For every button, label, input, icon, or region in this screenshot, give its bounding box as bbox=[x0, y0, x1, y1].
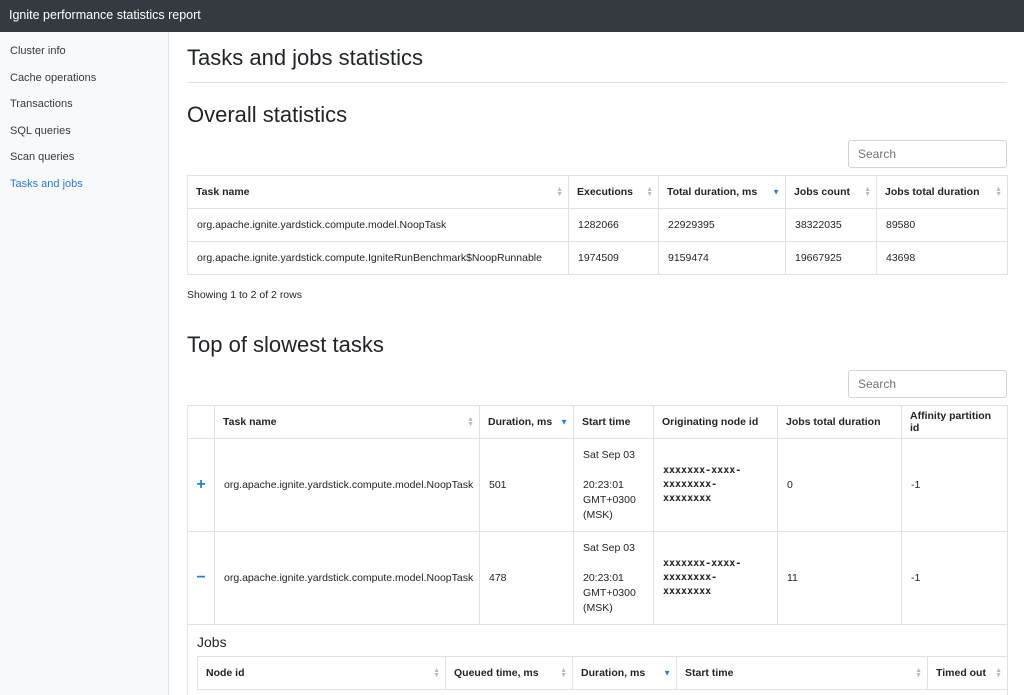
collapse-row-icon[interactable]: − bbox=[187, 531, 215, 625]
top-navbar: Ignite performance statistics report bbox=[0, 0, 1024, 32]
node-id-part: xxxxxxxx bbox=[663, 493, 712, 504]
start-zone-name: (MSK) bbox=[583, 508, 613, 521]
jobs-heading: Jobs bbox=[197, 634, 227, 650]
node-id-part: xxxxxxxx- bbox=[663, 572, 718, 583]
sort-icon: ▲ ▼ bbox=[560, 667, 567, 679]
column-header-originating-node-id[interactable]: Originating node id bbox=[653, 405, 778, 439]
sort-icon: ▲ ▼ bbox=[433, 667, 440, 679]
sidebar-item-sql-queries[interactable]: SQL queries bbox=[10, 125, 71, 137]
column-header-start-time[interactable]: Start time bbox=[573, 405, 654, 439]
jobs-total-duration-cell: 43698 bbox=[876, 241, 1008, 275]
executions-cell: 1282066 bbox=[568, 208, 659, 242]
jobs-total-duration-cell: 0 bbox=[777, 438, 902, 532]
task-name-cell: org.apache.ignite.yardstick.compute.mode… bbox=[214, 531, 480, 625]
sort-icon: ▲ ▼ bbox=[995, 186, 1002, 198]
column-header-affinity-partition-id[interactable]: Affinity partition id bbox=[901, 405, 1008, 439]
sort-icon: ▲ ▼ bbox=[864, 186, 871, 198]
overall-statistics-heading: Overall statistics bbox=[187, 102, 348, 127]
originating-node-id-cell: xxxxxxx-xxxx- xxxxxxxx- xxxxxxxx bbox=[653, 531, 778, 625]
column-header-task-name[interactable]: Task name ▲ ▼ bbox=[214, 405, 480, 439]
node-id-part: xxxxxxxx bbox=[663, 586, 712, 597]
affinity-partition-id-cell: -1 bbox=[901, 531, 1008, 625]
originating-node-id-cell: xxxxxxx-xxxx- xxxxxxxx- xxxxxxxx bbox=[653, 438, 778, 532]
sort-icon: ▲ ▼ bbox=[646, 186, 653, 198]
affinity-partition-id-cell: -1 bbox=[901, 438, 1008, 532]
start-date: Sat Sep 03 bbox=[583, 541, 635, 554]
duration-cell: 501 bbox=[479, 438, 574, 532]
overall-search-input[interactable] bbox=[848, 140, 1007, 168]
column-header-task-name[interactable]: Task name ▲ ▼ bbox=[187, 175, 569, 209]
slowest-search-input[interactable] bbox=[848, 370, 1007, 398]
start-clock: 20:23:01 bbox=[583, 571, 624, 584]
jobs-total-duration-cell: 89580 bbox=[876, 208, 1008, 242]
column-header-jobs-count[interactable]: Jobs count ▲ ▼ bbox=[785, 175, 877, 209]
expand-row-icon[interactable]: + bbox=[187, 438, 215, 532]
table-row: + org.apache.ignite.yardstick.compute.mo… bbox=[187, 438, 1008, 532]
table-row: org.apache.ignite.yardstick.compute.mode… bbox=[187, 208, 1008, 242]
start-zone: GMT+0300 bbox=[583, 586, 636, 599]
total-duration-cell: 9159474 bbox=[658, 241, 786, 275]
sidebar: Cluster info Cache operations Transactio… bbox=[0, 32, 169, 695]
page-title: Tasks and jobs statistics bbox=[187, 45, 423, 70]
column-header-executions[interactable]: Executions ▲ ▼ bbox=[568, 175, 659, 209]
node-id-part: xxxxxxx-xxxx- bbox=[663, 465, 742, 476]
sidebar-item-cache-operations[interactable]: Cache operations bbox=[10, 72, 97, 84]
sort-icon: ▲ ▼ bbox=[995, 667, 1002, 679]
sort-desc-icon: ▼ bbox=[560, 417, 568, 427]
jobs-total-duration-cell: 11 bbox=[777, 531, 902, 625]
pagination-summary: Showing 1 to 2 of 2 rows bbox=[187, 289, 302, 301]
slowest-tasks-heading: Top of slowest tasks bbox=[187, 332, 384, 357]
table-header-row: Task name ▲ ▼ Duration, ms ▼ Start time Ori… bbox=[187, 405, 1008, 439]
column-header-node-id[interactable]: Node id ▲ ▼ bbox=[197, 656, 446, 690]
start-time-cell: Sat Sep 03 20:23:01 GMT+0300 (MSK) bbox=[573, 438, 654, 532]
main-content: Tasks and jobs statistics Overall statis… bbox=[187, 32, 1008, 695]
column-header-queued-time[interactable]: Queued time, ms ▲ ▼ bbox=[445, 656, 573, 690]
column-header-duration[interactable]: Duration, ms ▼ bbox=[479, 405, 574, 439]
sidebar-item-cluster-info[interactable]: Cluster info bbox=[10, 45, 66, 57]
table-header-row: Task name ▲ ▼ Executions ▲ ▼ Total duration,… bbox=[187, 175, 1008, 209]
start-zone-name: (MSK) bbox=[583, 601, 613, 614]
table-row: − org.apache.ignite.yardstick.compute.mo… bbox=[187, 531, 1008, 625]
column-header-timed-out[interactable]: Timed out ▲ ▼ bbox=[927, 656, 1008, 690]
sidebar-item-tasks-and-jobs[interactable]: Tasks and jobs bbox=[10, 178, 83, 190]
node-id-part: xxxxxxxx- bbox=[663, 479, 718, 490]
column-header-duration[interactable]: Duration, ms ▼ bbox=[572, 656, 677, 690]
sort-icon: ▲ ▼ bbox=[556, 186, 563, 198]
column-header-jobs-total-duration[interactable]: Jobs total duration ▲ ▼ bbox=[876, 175, 1008, 209]
executions-cell: 1974509 bbox=[568, 241, 659, 275]
start-date: Sat Sep 03 bbox=[583, 448, 635, 461]
total-duration-cell: 22929395 bbox=[658, 208, 786, 242]
start-clock: 20:23:01 bbox=[583, 478, 624, 491]
table-header-row: Node id ▲ ▼ Queued time, ms ▲ ▼ Duration, ms… bbox=[197, 656, 1008, 690]
column-header-jobs-total-duration[interactable]: Jobs total duration bbox=[777, 405, 902, 439]
sidebar-item-scan-queries[interactable]: Scan queries bbox=[10, 151, 75, 163]
duration-cell: 478 bbox=[479, 531, 574, 625]
sort-desc-icon: ▼ bbox=[772, 187, 780, 197]
task-name-cell: org.apache.ignite.yardstick.compute.mode… bbox=[214, 438, 480, 532]
start-time-cell: Sat Sep 03 20:23:01 GMT+0300 (MSK) bbox=[573, 531, 654, 625]
app-title[interactable]: Ignite performance statistics report bbox=[9, 8, 201, 22]
column-header-start-time[interactable]: Start time ▲ ▼ bbox=[676, 656, 928, 690]
title-divider bbox=[187, 82, 1007, 83]
column-header-expander bbox=[187, 405, 215, 439]
sort-icon: ▲ ▼ bbox=[915, 667, 922, 679]
sort-icon: ▲ ▼ bbox=[467, 416, 474, 428]
jobs-count-cell: 19667925 bbox=[785, 241, 877, 275]
overall-statistics-table: Task name ▲ ▼ Executions ▲ ▼ Total duration,… bbox=[187, 175, 1008, 275]
jobs-count-cell: 38322035 bbox=[785, 208, 877, 242]
sidebar-item-transactions[interactable]: Transactions bbox=[10, 98, 73, 110]
task-name-cell: org.apache.ignite.yardstick.compute.Igni… bbox=[187, 241, 569, 275]
sort-desc-icon: ▼ bbox=[663, 668, 671, 678]
table-row: org.apache.ignite.yardstick.compute.Igni… bbox=[187, 241, 1008, 275]
node-id-part: xxxxxxx-xxxx- bbox=[663, 558, 742, 569]
column-header-total-duration[interactable]: Total duration, ms ▼ bbox=[658, 175, 786, 209]
start-zone: GMT+0300 bbox=[583, 493, 636, 506]
jobs-table: Node id ▲ ▼ Queued time, ms ▲ ▼ Duration, ms… bbox=[197, 656, 1008, 690]
task-name-cell: org.apache.ignite.yardstick.compute.mode… bbox=[187, 208, 569, 242]
slowest-tasks-table: Task name ▲ ▼ Duration, ms ▼ Start time Ori… bbox=[187, 405, 1008, 695]
